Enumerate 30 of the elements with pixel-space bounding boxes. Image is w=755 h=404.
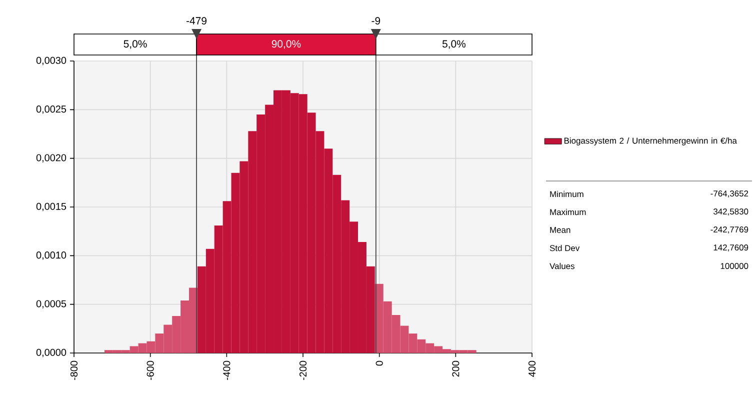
text: 142,7609 xyxy=(714,244,748,252)
text: Minimum xyxy=(550,190,584,198)
y-tick-label: 0,0005 xyxy=(36,300,66,308)
text: Mean xyxy=(550,227,570,233)
y-tick-label: 0,0015 xyxy=(36,202,66,212)
x-tick-label: 400 xyxy=(528,360,536,377)
text: 90,0% xyxy=(272,40,301,49)
ref-line-label: -9 xyxy=(372,17,380,24)
text: 342,5830 xyxy=(713,208,748,216)
text: -764,3652 xyxy=(710,190,748,198)
x-tick-label: 200 xyxy=(452,360,460,377)
text: 5,0% xyxy=(442,40,466,49)
x-tick-label: -400 xyxy=(223,360,230,380)
text: Std Dev xyxy=(550,244,580,252)
text: 100000 xyxy=(720,263,748,269)
x-tick-label: 0 xyxy=(376,360,383,366)
x-tick-label: -600 xyxy=(146,360,154,380)
y-tick-label: 0,0025 xyxy=(36,106,66,114)
y-tick-label: 0,0020 xyxy=(36,154,66,162)
x-tick-label: -200 xyxy=(299,360,307,380)
y-tick-label: 0,0010 xyxy=(36,252,66,260)
text: Values xyxy=(550,262,574,270)
y-tick-label: 0,0000 xyxy=(36,348,66,358)
legend-label: Biogassystem 2 / Unternehmergewinn in €/ha xyxy=(564,137,737,146)
text: Maximum xyxy=(550,208,586,216)
text: -242,7769 xyxy=(710,226,748,234)
text: 5,0% xyxy=(124,40,147,49)
ref-line-label: -479 xyxy=(186,17,206,24)
x-tick-label: -800 xyxy=(70,360,78,380)
y-tick-label: 0,0030 xyxy=(36,56,66,66)
